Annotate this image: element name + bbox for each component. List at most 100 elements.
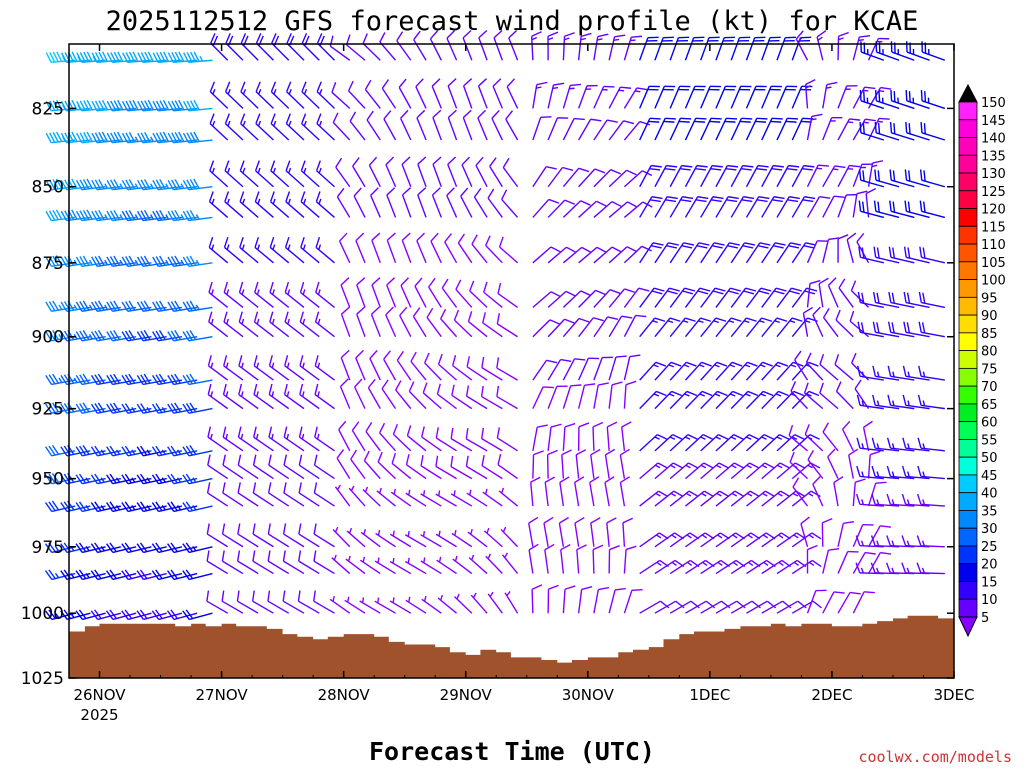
wind-barb <box>151 403 183 414</box>
wind-barb <box>604 448 616 479</box>
wind-barb <box>121 403 152 414</box>
wind-barb <box>314 311 335 338</box>
colorbar: 1501451401351301251201151101051009590858… <box>958 83 1006 638</box>
wind-barb <box>700 600 731 614</box>
wind-barb <box>730 361 758 381</box>
wind-barb <box>90 542 122 554</box>
wind-barb <box>684 361 712 381</box>
wind-barb <box>791 559 822 575</box>
wind-barb <box>867 37 890 61</box>
wind-barb <box>91 209 121 222</box>
wind-barb <box>183 51 213 64</box>
y-axis: 825 850 875 900 925 950 975 1000 1025 <box>21 99 954 689</box>
wind-barb <box>269 311 290 338</box>
wind-barb <box>408 381 427 410</box>
wind-barb <box>654 433 683 452</box>
wind-barb <box>684 433 714 452</box>
wind-barb <box>872 394 900 410</box>
wind-barb <box>410 351 427 381</box>
wind-barb <box>268 454 290 480</box>
colorbar-label: 150 <box>981 96 1006 111</box>
wind-barb <box>639 390 667 410</box>
wind-barb <box>182 209 213 222</box>
wind-barb <box>386 277 397 308</box>
wind-barb <box>252 550 274 575</box>
wind-barb <box>455 279 473 308</box>
wind-barb <box>532 116 552 141</box>
wind-barb <box>821 517 833 547</box>
wind-barb <box>151 609 183 621</box>
wind-barb <box>593 382 609 409</box>
wind-barb <box>761 390 789 410</box>
wind-barb <box>577 357 600 381</box>
x-axis: 26NOV 27NOV 28NOV 29NOV 30NOV 1DEC 2DEC 3DEC <box>68 44 975 704</box>
wind-barb <box>297 590 320 614</box>
wind-barb <box>270 81 290 109</box>
wind-barb <box>919 200 946 219</box>
colorbar-swatch <box>958 279 978 298</box>
wind-barb <box>460 187 473 218</box>
wind-barb <box>918 321 945 338</box>
wind-barb <box>406 425 427 452</box>
colorbar-swatch <box>958 296 978 316</box>
wind-barb <box>182 330 213 342</box>
colorbar-swatch <box>958 456 978 476</box>
wind-barb <box>426 307 442 338</box>
wind-barb <box>167 209 198 222</box>
wind-barb <box>236 590 259 614</box>
wind-barb <box>121 99 152 112</box>
wind-barb <box>452 555 473 575</box>
wind-barb <box>547 584 559 614</box>
wind-barb <box>745 390 774 410</box>
wind-barb <box>435 530 457 548</box>
wind-barb <box>852 190 868 218</box>
wind-barb <box>920 90 946 110</box>
wind-barb <box>136 255 167 268</box>
wind-barb <box>137 99 167 112</box>
wind-barb <box>858 246 884 264</box>
wind-barb <box>336 187 351 218</box>
wind-barb <box>105 609 137 621</box>
wind-barb <box>562 384 582 409</box>
wind-barb <box>669 433 698 452</box>
wind-barb <box>532 246 561 264</box>
wind-barb <box>791 164 815 188</box>
colorbar-swatch <box>958 385 978 405</box>
wind-barb <box>558 516 569 547</box>
wind-barb <box>623 120 651 141</box>
wind-barb <box>578 168 606 188</box>
colorbar-min-arrow <box>958 616 978 638</box>
wind-barb <box>888 246 915 264</box>
wind-barb <box>669 317 696 338</box>
wind-barb <box>465 455 488 480</box>
wind-barb <box>329 595 351 614</box>
wind-barb <box>803 382 824 410</box>
wind-barb <box>532 424 548 451</box>
wind-barb <box>833 476 844 507</box>
wind-barb <box>436 383 457 410</box>
wind-barb <box>818 277 829 308</box>
wind-barb <box>286 33 305 61</box>
wind-barb <box>152 209 183 222</box>
wind-barb <box>684 117 707 141</box>
wind-barb <box>239 160 259 188</box>
wind-barb <box>269 281 290 308</box>
wind-barb <box>76 51 106 64</box>
wind-barb <box>340 277 351 308</box>
wind-barb <box>313 523 335 548</box>
wind-barb <box>623 287 650 308</box>
wind-barb <box>392 424 412 452</box>
wind-barb <box>623 588 643 614</box>
wind-barb <box>639 600 670 614</box>
plot-frame <box>68 43 955 679</box>
wind-barb <box>622 517 633 547</box>
wind-barb <box>315 191 335 218</box>
wind-barb <box>334 484 351 507</box>
wind-barb <box>684 242 710 264</box>
wind-barb <box>389 557 412 575</box>
wind-barb <box>730 164 754 188</box>
wind-barb <box>608 381 623 409</box>
wind-barb <box>547 246 577 264</box>
wind-barb <box>593 356 613 381</box>
wind-barb <box>340 349 351 381</box>
